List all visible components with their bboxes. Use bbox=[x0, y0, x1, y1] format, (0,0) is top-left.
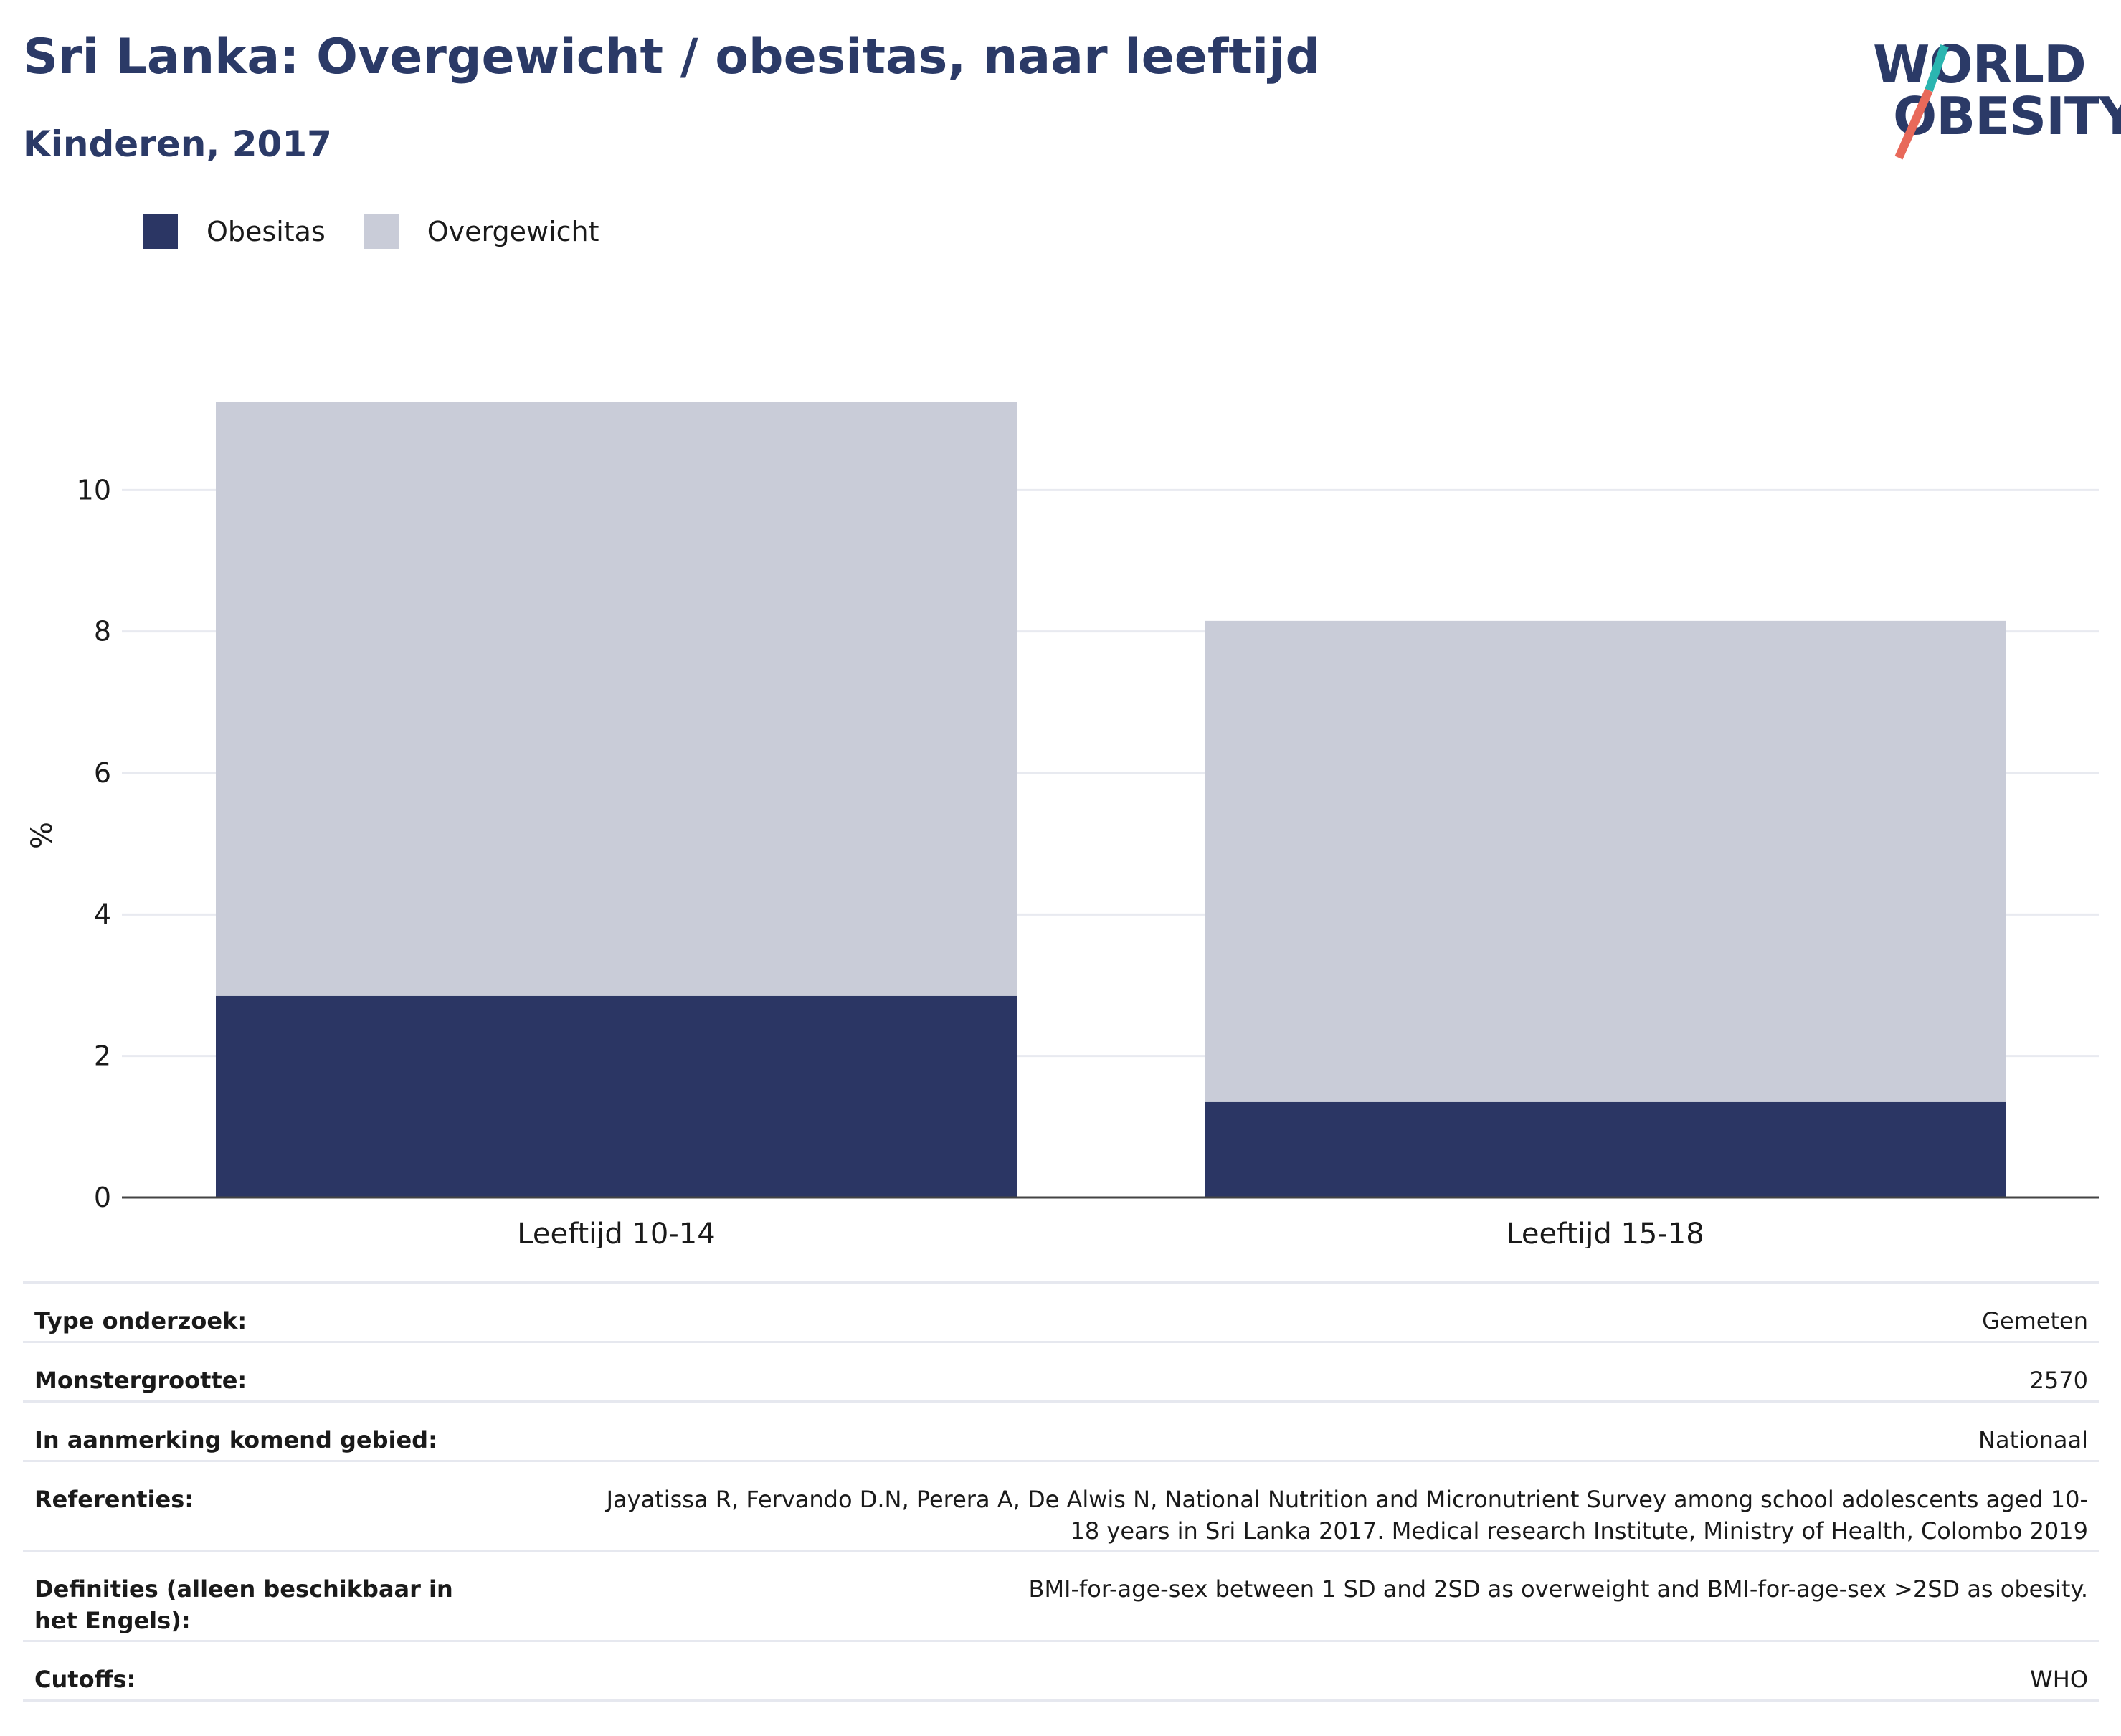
y-tick-label: 10 bbox=[77, 474, 111, 506]
info-label: Monstergrootte: bbox=[34, 1367, 247, 1394]
y-axis-label: % bbox=[26, 822, 59, 849]
info-row-sample-size: Monstergrootte: 2570 bbox=[23, 1341, 2099, 1400]
y-tick-label: 0 bbox=[94, 1182, 111, 1213]
info-label: Referenties: bbox=[34, 1486, 194, 1513]
y-tick-label: 2 bbox=[94, 1040, 111, 1072]
x-tick-label: Leeftijd 15-18 bbox=[1506, 1218, 1704, 1248]
logo-line-2: OBESITY bbox=[1893, 86, 2121, 146]
chart-title: Sri Lanka: Overgewicht / obesitas, naar … bbox=[23, 29, 1321, 85]
x-tick-label: Leeftijd 10-14 bbox=[517, 1218, 715, 1248]
stacked-bar-chart: 0 2 4 6 8 10% Leeftijd 10-14 Leeftijd 15-18 bbox=[26, 402, 2099, 1248]
legend-label-overgewicht: Overgewicht bbox=[427, 216, 599, 247]
chart-legend: Obesitas Overgewicht bbox=[143, 214, 638, 250]
logo-line-1: WORLD bbox=[1873, 34, 2087, 95]
chart-subtitle: Kinderen, 2017 bbox=[23, 123, 332, 165]
y-tick-label: 6 bbox=[94, 757, 111, 789]
logo-slash-icon bbox=[1894, 44, 1949, 160]
info-value: 2570 bbox=[2029, 1367, 2088, 1394]
info-label: Cutoffs: bbox=[34, 1666, 136, 1693]
info-value: Jayatissa R, Fervando D.N, Perera A, De … bbox=[606, 1486, 2088, 1545]
bar-obesitas-2 bbox=[1205, 1101, 2006, 1197]
legend-swatch-overgewicht bbox=[364, 214, 399, 249]
info-label: In aanmerking komend gebied: bbox=[34, 1426, 437, 1453]
info-row-references: Referenties: Jayatissa R, Fervando D.N, … bbox=[23, 1460, 2099, 1550]
info-value: Gemeten bbox=[1982, 1307, 2088, 1334]
info-table: Type onderzoek: Gemeten Monstergrootte: … bbox=[23, 1281, 2099, 1702]
y-tick-label: 8 bbox=[94, 616, 111, 648]
info-row-definitions: Definities (alleen beschikbaar in het En… bbox=[23, 1550, 2099, 1640]
info-value: Nationaal bbox=[1978, 1426, 2088, 1453]
bar-overgewicht-2 bbox=[1205, 620, 2006, 1102]
y-tick-label: 4 bbox=[94, 898, 111, 930]
info-label: Type onderzoek: bbox=[34, 1307, 247, 1334]
info-row-cutoffs: Cutoffs: WHO bbox=[23, 1640, 2099, 1702]
info-value: WHO bbox=[2030, 1666, 2088, 1693]
info-label: Definities (alleen beschikbaar in het En… bbox=[34, 1575, 453, 1634]
legend-label-obesitas: Obesitas bbox=[207, 216, 326, 247]
bar-overgewicht-1 bbox=[216, 402, 1017, 996]
info-row-type: Type onderzoek: Gemeten bbox=[23, 1281, 2099, 1341]
info-value: BMI-for-age-sex between 1 SD and 2SD as … bbox=[1028, 1575, 2088, 1603]
legend-swatch-obesitas bbox=[143, 214, 178, 249]
legend-item-overgewicht[interactable]: Overgewicht bbox=[364, 214, 599, 249]
world-obesity-logo: WORLD OBESITY bbox=[1864, 32, 2121, 160]
info-row-area: In aanmerking komend gebied: Nationaal bbox=[23, 1400, 2099, 1460]
bar-obesitas-1 bbox=[216, 995, 1017, 1197]
legend-item-obesitas[interactable]: Obesitas bbox=[143, 214, 326, 249]
